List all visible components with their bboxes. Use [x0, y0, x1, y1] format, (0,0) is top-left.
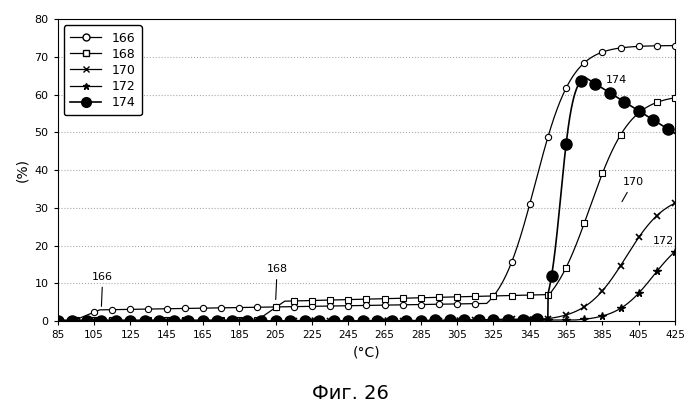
Text: 166: 166	[92, 272, 113, 306]
X-axis label: (°C): (°C)	[353, 346, 380, 360]
Text: 170: 170	[622, 177, 643, 202]
Text: Фиг. 26: Фиг. 26	[312, 384, 388, 403]
Text: 174: 174	[598, 75, 627, 86]
Text: 172: 172	[653, 236, 675, 246]
Legend: 166, 168, 170, 172, 174: 166, 168, 170, 172, 174	[64, 25, 141, 115]
Y-axis label: (%): (%)	[15, 158, 29, 182]
Text: 168: 168	[267, 264, 288, 299]
